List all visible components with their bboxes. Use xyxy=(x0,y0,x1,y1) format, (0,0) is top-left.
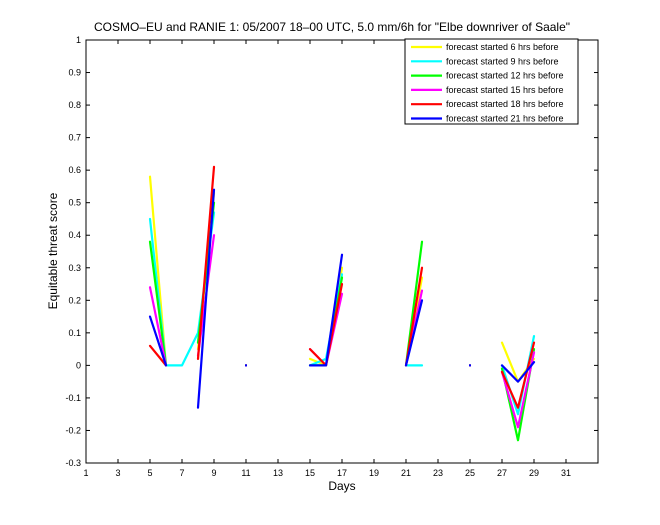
series-3-segment-1 xyxy=(148,240,168,367)
legend-label-4: forecast started 15 hrs before xyxy=(446,85,564,95)
x-tick-label-27: 27 xyxy=(497,468,507,478)
y-tick-label-9: 0.6 xyxy=(68,165,81,175)
y-tick-label-2: -0.1 xyxy=(65,393,81,403)
y-tick-label-4: 0.1 xyxy=(68,328,81,338)
x-tick-label-5: 5 xyxy=(147,468,152,478)
legend: forecast started 6 hrs before forecast st… xyxy=(404,38,579,125)
axes-layer: 1 3 5 7 9 11 13 15 17 19 21 23 25 27 29 31-0.3-0.2-0.10… xyxy=(65,35,599,478)
series-4-segment-1 xyxy=(148,286,168,367)
y-tick-label-7: 0.4 xyxy=(68,230,81,240)
y-tick-label-6: 0.3 xyxy=(68,263,81,273)
series-6 xyxy=(148,188,536,409)
x-tick-label-29: 29 xyxy=(529,468,539,478)
series-6-point-3 xyxy=(245,364,247,367)
series-6-segment-7 xyxy=(500,361,536,383)
series-6-segment-4 xyxy=(308,253,344,367)
x-tick-label-15: 15 xyxy=(305,468,315,478)
x-tick-label-11: 11 xyxy=(241,468,250,478)
legend-label-5: forecast started 18 hrs before xyxy=(446,99,564,109)
series-5-segment-1 xyxy=(148,344,168,367)
legend-label-2: forecast started 9 hrs before xyxy=(446,56,559,66)
y-tick-label-11: 0.8 xyxy=(68,100,81,110)
x-tick-label-9: 9 xyxy=(211,468,216,478)
y-tick-label-10: 0.7 xyxy=(68,133,81,143)
y-tick-label-12: 0.9 xyxy=(68,68,81,78)
series-6-segment-5 xyxy=(404,299,424,367)
y-tick-label-3: 0 xyxy=(76,360,81,370)
y-tick-label-13: 1 xyxy=(76,35,81,45)
x-tick-label-25: 25 xyxy=(465,468,475,478)
legend-label-3: forecast started 12 hrs before xyxy=(446,71,564,81)
x-tick-label-17: 17 xyxy=(337,468,347,478)
series-layer xyxy=(148,165,536,442)
legend-box xyxy=(404,38,579,125)
chart-title: COSMO–EU and RANIE 1: 05/2007 18–00 UTC,… xyxy=(94,20,570,34)
series-4-segment-7 xyxy=(500,351,536,429)
y-tick-label-8: 0.5 xyxy=(68,198,81,208)
series-5-segment-5 xyxy=(404,266,424,367)
series-6-segment-1 xyxy=(148,315,168,367)
y-tick-label-5: 0.2 xyxy=(68,295,81,305)
x-tick-label-1: 1 xyxy=(83,468,88,478)
legend-label-1: forecast started 6 hrs before xyxy=(446,42,559,52)
series-6-segment-2 xyxy=(196,188,216,409)
y-axis-title: Equitable threat score xyxy=(46,192,60,309)
series-5-segment-2 xyxy=(196,165,216,360)
x-tick-label-13: 13 xyxy=(273,468,283,478)
legend-label-6: forecast started 21 hrs before xyxy=(446,114,564,124)
series-6-point-6 xyxy=(469,364,471,367)
x-tick-label-19: 19 xyxy=(369,468,379,478)
y-tick-label-1: -0.2 xyxy=(65,425,81,435)
x-tick-label-31: 31 xyxy=(561,468,571,478)
x-tick-label-3: 3 xyxy=(115,468,120,478)
x-tick-label-23: 23 xyxy=(433,468,443,478)
x-tick-label-21: 21 xyxy=(401,468,411,478)
x-tick-label-7: 7 xyxy=(179,468,184,478)
series-5-segment-7 xyxy=(500,341,536,409)
y-tick-label-0: -0.3 xyxy=(65,458,81,468)
x-axis-title: Days xyxy=(328,479,355,493)
